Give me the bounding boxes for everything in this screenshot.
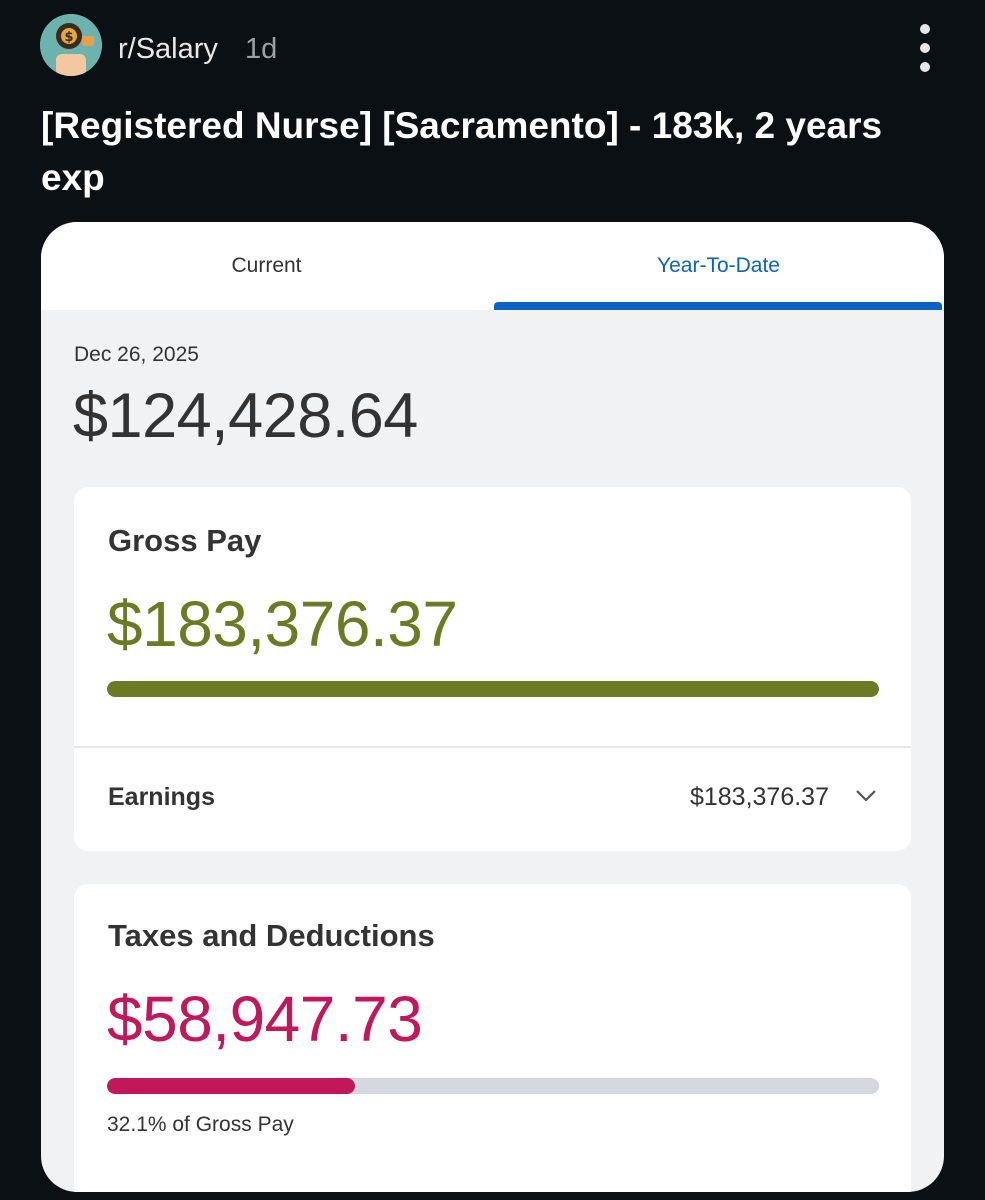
more-vertical-icon-dot	[920, 62, 930, 72]
tab-year-to-date[interactable]: Year-To-Date	[657, 254, 780, 277]
more-vertical-icon-dot	[920, 43, 930, 53]
tab-bar: Current Year-To-Date	[41, 222, 944, 310]
earnings-row[interactable]: Earnings $183,376.37	[74, 749, 911, 851]
subreddit-name[interactable]: r/Salary	[118, 33, 218, 65]
money-bag-icon: $	[40, 14, 102, 76]
active-tab-indicator	[494, 302, 942, 310]
post-age: 1d	[245, 33, 278, 65]
earnings-label: Earnings	[108, 783, 215, 811]
chevron-down-icon[interactable]	[855, 789, 877, 803]
subreddit-avatar[interactable]: $	[40, 14, 102, 76]
post-title[interactable]: [Registered Nurse] [Sacramento] - 183k, …	[41, 105, 883, 198]
post-header: $ r/Salary 1d	[40, 14, 945, 80]
pay-date: Dec 26, 2025	[74, 343, 199, 366]
taxes-percent-note: 32.1% of Gross Pay	[107, 1113, 294, 1136]
net-pay-amount: $124,428.64	[73, 381, 418, 451]
svg-text:$: $	[64, 30, 73, 45]
tab-current[interactable]: Current	[231, 254, 302, 277]
paystub-image[interactable]: Current Year-To-Date Dec 26, 2025 $124,4…	[41, 222, 944, 1192]
more-options-button[interactable]	[915, 24, 935, 72]
earnings-amount: $183,376.37	[689, 783, 829, 811]
gross-pay-bar	[107, 681, 879, 697]
taxes-bar-fill	[107, 1078, 355, 1094]
more-vertical-icon	[920, 24, 930, 34]
taxes-amount: $58,947.73	[107, 983, 423, 1055]
gross-pay-label: Gross Pay	[108, 523, 262, 558]
taxes-bar	[107, 1078, 879, 1094]
gross-pay-amount: $183,376.37	[107, 588, 458, 660]
gross-pay-bar-fill	[107, 681, 879, 697]
gross-pay-card: Gross Pay $183,376.37 Earnings $183,376.…	[74, 487, 911, 851]
divider	[74, 746, 911, 748]
taxes-deductions-card: Taxes and Deductions $58,947.73 32.1% of…	[74, 884, 911, 1192]
taxes-label: Taxes and Deductions	[108, 918, 435, 953]
